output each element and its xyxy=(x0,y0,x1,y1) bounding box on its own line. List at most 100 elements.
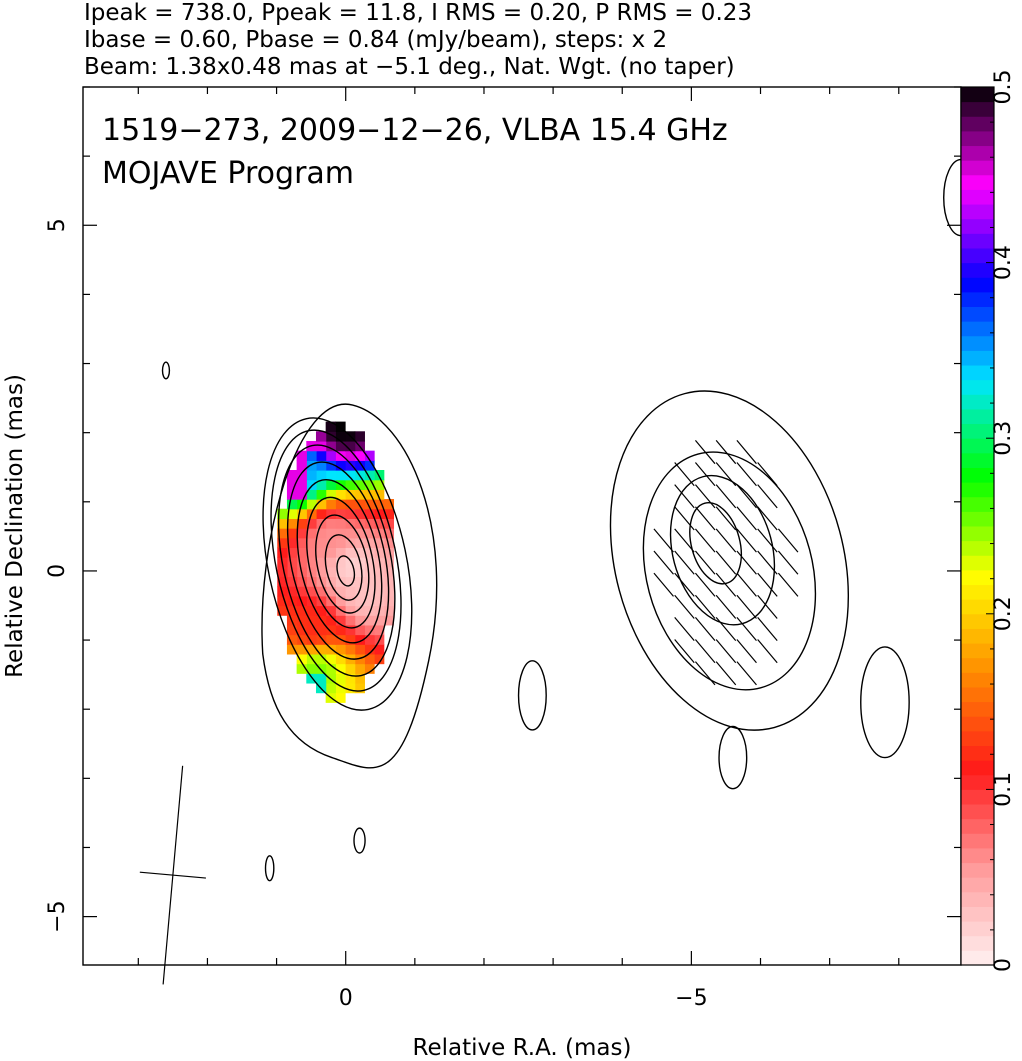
colorbar-swatch xyxy=(961,540,994,556)
polarization-pixel xyxy=(286,586,298,597)
polarization-pixel xyxy=(325,673,336,684)
polarization-pixel xyxy=(335,673,346,684)
colorbar-swatch xyxy=(961,891,994,907)
colorbar-swatch xyxy=(961,233,994,249)
polarization-pixel xyxy=(383,537,395,549)
header-line-1: Ipeak = 738.0, Ppeak = 11.8, I RMS = 0.2… xyxy=(84,0,752,26)
polarization-pixel xyxy=(315,547,327,558)
colorbar-swatch xyxy=(961,408,994,425)
polarization-pixel xyxy=(306,450,317,461)
colorbar-swatch xyxy=(961,438,994,454)
noise-contour xyxy=(161,361,171,380)
polarization-pixel xyxy=(374,586,385,597)
evpa-vector xyxy=(694,639,716,664)
evpa-vector xyxy=(694,484,716,509)
polarization-pixel xyxy=(296,547,307,558)
polarization-pixel xyxy=(296,595,307,607)
evpa-vector xyxy=(777,528,799,553)
polarization-pixel xyxy=(354,624,365,636)
colorbar-swatch xyxy=(961,394,994,410)
polarization-pixel xyxy=(354,547,365,558)
y-tick-label: −5 xyxy=(45,900,70,932)
polarization-pixel xyxy=(325,576,336,587)
noise-contour xyxy=(353,827,366,854)
evpa-vector xyxy=(674,572,695,597)
polarization-pixel xyxy=(354,576,365,587)
polarization-pixel xyxy=(315,431,327,442)
polarization-pixel xyxy=(354,566,365,578)
evpa-vector xyxy=(777,550,799,575)
evpa-vector xyxy=(653,572,674,597)
polarization-pixel xyxy=(345,489,356,500)
polarization-pixel xyxy=(306,653,317,665)
polarization-pixel xyxy=(364,499,375,510)
polarization-pixel xyxy=(306,470,317,481)
evpa-vector xyxy=(674,528,695,553)
evpa-vector xyxy=(736,616,757,642)
polarization-pixel xyxy=(345,508,356,519)
polarization-pixel xyxy=(345,576,356,587)
polarization-pixel xyxy=(296,605,307,616)
colorbar-swatch xyxy=(961,760,994,776)
polarization-pixel xyxy=(325,450,336,461)
polarization-pixel xyxy=(354,634,365,645)
colorbar-swatch xyxy=(961,862,994,878)
polarization-pixel xyxy=(354,479,365,490)
polarization-pixel xyxy=(296,518,307,529)
colorbar-swatch xyxy=(961,804,994,820)
colorbar-swatch xyxy=(961,87,994,103)
colorbar-swatch xyxy=(961,189,994,205)
polarization-pixel xyxy=(306,460,317,471)
polarization-pixel xyxy=(383,557,395,568)
polarization-pixel xyxy=(286,499,298,510)
evpa-vector xyxy=(736,572,757,597)
colorbar-swatch xyxy=(961,657,994,673)
evpa-vector xyxy=(736,439,757,465)
polarization-pixel xyxy=(286,557,298,568)
colorbar-tick-label: 0.1 xyxy=(991,772,1016,807)
polarization-pixel xyxy=(277,547,288,558)
colorbar-swatch xyxy=(961,818,994,834)
evpa-vector xyxy=(757,506,778,531)
colorbar-swatch xyxy=(961,745,994,761)
polarization-pixel xyxy=(354,450,365,461)
colorbar-swatch xyxy=(961,379,994,395)
evpa-vector xyxy=(694,550,716,575)
polarization-pixel xyxy=(325,489,336,500)
polarization-pixel xyxy=(286,576,298,587)
polarization-pixel xyxy=(383,508,395,519)
intensity-contour xyxy=(609,390,850,731)
polarization-pixel xyxy=(364,508,375,519)
evpa-vector xyxy=(757,462,778,487)
intensity-contour xyxy=(262,417,413,711)
polarization-pixel xyxy=(345,450,356,461)
evpa-vector xyxy=(715,528,737,553)
polarization-pixel xyxy=(335,421,346,432)
colorbar-tick-label: 0.3 xyxy=(991,421,1016,456)
colorbar-swatch xyxy=(961,511,994,527)
polarization-pixel xyxy=(306,537,317,549)
polarization-pixel xyxy=(383,499,395,510)
colorbar-swatch xyxy=(961,877,994,893)
polarization-pixel xyxy=(364,663,375,674)
polarization-pixel xyxy=(325,440,336,452)
colorbar-swatch xyxy=(961,701,994,717)
polarization-pixel xyxy=(296,450,307,461)
polarization-pixel xyxy=(286,634,298,645)
polarization-pixel xyxy=(296,489,307,500)
polarization-pixel xyxy=(315,450,327,461)
polarization-pixel xyxy=(364,547,375,558)
polarization-pixel xyxy=(296,479,307,490)
colorbar-tick-label: 0.4 xyxy=(991,245,1016,280)
polarization-pixel xyxy=(325,547,336,558)
polarization-pixel xyxy=(364,489,375,500)
polarization-pixel xyxy=(306,673,317,684)
polarization-pixel xyxy=(383,528,395,539)
polarization-pixel xyxy=(286,518,298,529)
intensity-contour xyxy=(324,534,363,601)
x-tick-label: −5 xyxy=(675,986,707,1011)
y-axis-label: Relative Declination (mas) xyxy=(2,374,28,678)
colorbar-swatch xyxy=(961,365,994,381)
evpa-vector xyxy=(736,484,757,509)
polarization-pixel xyxy=(325,479,336,490)
